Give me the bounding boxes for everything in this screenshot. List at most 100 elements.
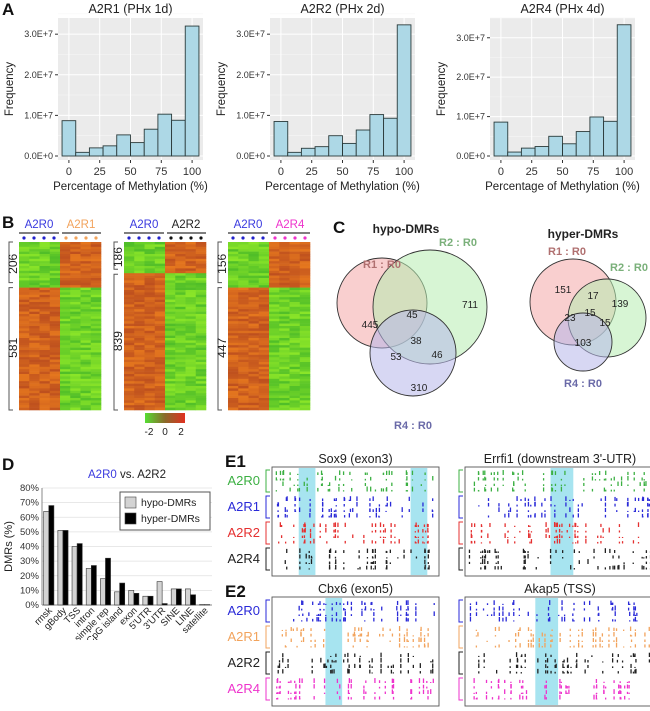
- heatmap-cell: [269, 290, 280, 293]
- heatmap-cell: [19, 323, 30, 327]
- heatmap-cell: [154, 266, 166, 269]
- heatmap-cell: [165, 374, 176, 377]
- heatmap-cell: [29, 350, 40, 353]
- heatmap-cell: [80, 266, 92, 269]
- heatmap-cell: [144, 266, 156, 269]
- heatmap-cell: [175, 366, 186, 370]
- heatmap-cell: [80, 376, 92, 380]
- heatmap-cell: [154, 333, 166, 336]
- heatmap-cell: [175, 338, 186, 341]
- heatmap-cell: [238, 306, 249, 310]
- x-tick-label: 0: [66, 166, 72, 178]
- color-bar-tick: 2: [178, 427, 184, 438]
- heatmap-cell: [49, 273, 61, 276]
- heatmap-cell: [134, 374, 145, 377]
- heatmap-cell: [248, 275, 260, 279]
- heatmap-cell: [238, 364, 249, 368]
- y-tick-label: 0.0E+0: [456, 151, 485, 161]
- heatmap-cell: [165, 378, 176, 382]
- heatmap-cell: [60, 280, 71, 284]
- heatmap-cell: [144, 318, 156, 322]
- heatmap-cell: [185, 381, 197, 384]
- heatmap-cell: [195, 316, 207, 320]
- heatmap-cell: [258, 386, 270, 389]
- sample-dot: [273, 236, 277, 240]
- heatmap-cell: [144, 369, 156, 372]
- heatmap-cell: [60, 330, 71, 334]
- heatmap-cell: [299, 302, 311, 305]
- heatmap-cell: [289, 297, 301, 300]
- heatmap-cell: [279, 386, 290, 389]
- heatmap-cell: [80, 405, 92, 408]
- heatmap-cell: [195, 376, 207, 380]
- heatmap-cell: [175, 340, 186, 344]
- heatmap-cell: [90, 263, 102, 267]
- heatmap-cell: [238, 268, 249, 272]
- bar-hyper-DMRs: [119, 582, 126, 606]
- heatmap-cell: [258, 376, 270, 380]
- heatmap-cell: [165, 333, 176, 336]
- heatmap-cell: [49, 395, 61, 399]
- y-axis-label: DMRs (%): [3, 521, 15, 572]
- heatmap-cell: [279, 393, 290, 396]
- heatmap-cell: [165, 350, 176, 353]
- heatmap-cell: [134, 402, 145, 406]
- heatmap-cell: [154, 335, 166, 339]
- heatmap-cell: [269, 309, 280, 312]
- y-tick-label: 3.0E+7: [236, 29, 265, 39]
- heatmap-cell: [195, 345, 207, 348]
- heatmap-cell: [175, 270, 186, 274]
- heatmap-cell: [269, 294, 280, 298]
- heatmap-cell: [258, 311, 270, 315]
- sample-dot: [189, 236, 193, 240]
- heatmap-cell: [248, 306, 260, 310]
- heatmap-cell: [228, 350, 239, 353]
- heatmap-cell: [144, 285, 156, 288]
- heatmap-cell: [269, 254, 280, 257]
- heatmap-cell: [238, 299, 249, 303]
- heatmap-cell: [258, 407, 270, 411]
- heatmap-cell: [154, 268, 166, 272]
- bar-hyper-DMRs: [48, 505, 55, 606]
- heatmap-cell: [49, 330, 61, 334]
- heatmap-cell: [195, 321, 207, 324]
- heatmap-cell: [49, 280, 61, 284]
- heatmap-cell: [124, 270, 135, 274]
- heatmap-cell: [19, 395, 30, 399]
- heatmap-cell: [60, 275, 71, 279]
- heatmap-cell: [228, 249, 239, 252]
- heatmap-cell: [269, 390, 280, 394]
- heatmap-cell: [90, 316, 102, 320]
- legend-swatch: [124, 512, 137, 525]
- heatmap-cell: [289, 393, 301, 396]
- heatmap-cell: [279, 249, 290, 252]
- heatmap-cell: [144, 270, 156, 274]
- heatmap-cell: [60, 287, 71, 291]
- heatmap-group-label: A2R0: [234, 219, 263, 231]
- heatmap-cell: [39, 364, 51, 368]
- heatmap-cell: [279, 323, 290, 327]
- heatmap-cell: [279, 383, 290, 387]
- highlight-region: [410, 468, 428, 575]
- heatmap-cell: [279, 278, 290, 281]
- heatmap-cell: [80, 333, 92, 336]
- y-tick-label: 70%: [20, 498, 40, 509]
- heatmap-cell: [185, 254, 197, 257]
- heatmap-cell: [49, 278, 61, 281]
- heatmap-cell: [124, 294, 135, 298]
- heatmap-cell: [70, 266, 81, 269]
- heatmap-cell: [279, 251, 290, 255]
- heatmap-cell: [299, 261, 311, 264]
- heatmap-cell: [175, 333, 186, 336]
- sample-bracket: [458, 625, 463, 649]
- heatmap-cell: [70, 254, 81, 257]
- heatmap-cell: [185, 390, 197, 394]
- heatmap-cell: [70, 302, 81, 305]
- sample-bracket: [265, 677, 270, 701]
- heatmap-cell: [165, 297, 176, 300]
- sample-dot: [42, 236, 46, 240]
- heatmap-cell: [165, 402, 176, 406]
- heatmap-cell: [134, 280, 145, 284]
- heatmap-cell: [165, 263, 176, 267]
- heatmap-cell: [248, 352, 260, 356]
